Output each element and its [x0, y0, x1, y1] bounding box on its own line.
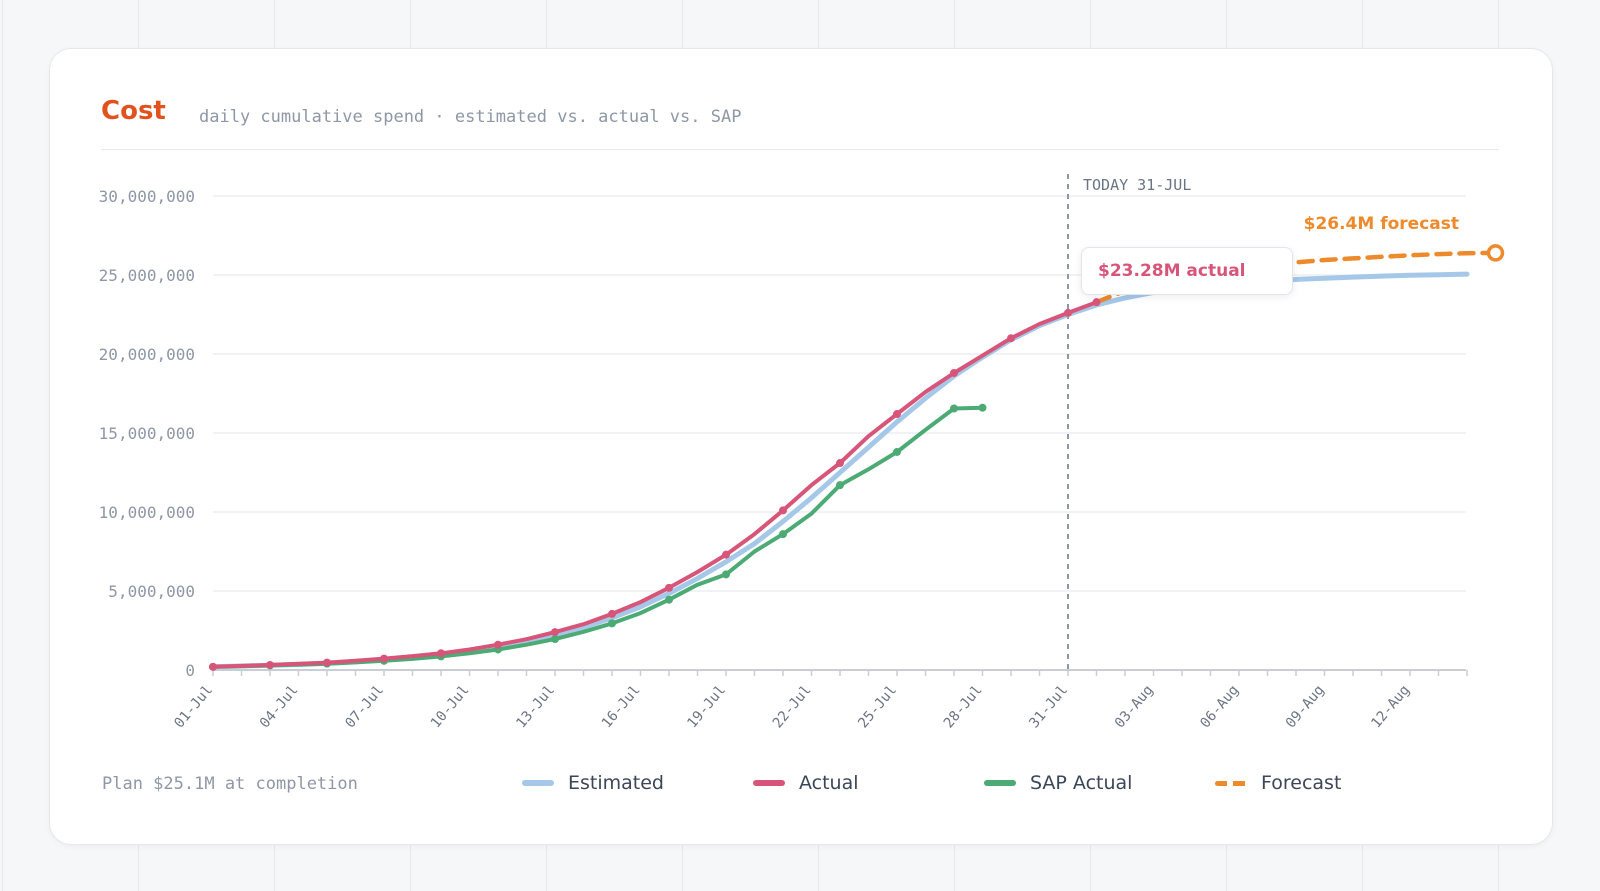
- data-point-actual: [323, 658, 331, 667]
- x-tick-label: 06-Aug: [1197, 682, 1242, 731]
- data-point-actual: [380, 654, 388, 663]
- legend-label-actual: Actual: [799, 772, 859, 794]
- legend-swatch-actual: [753, 780, 785, 786]
- data-point-actual: [551, 628, 559, 637]
- x-tick-label: 04-Jul: [257, 682, 302, 731]
- x-tick-label: 25-Jul: [855, 682, 900, 731]
- x-tick-label: 31-Jul: [1026, 682, 1071, 731]
- legend-swatch-estimated: [522, 780, 554, 786]
- data-point-actual: [494, 640, 502, 649]
- data-point-sap-actual: [608, 619, 616, 628]
- x-tick-label: 01-Jul: [171, 682, 216, 731]
- series-line-actual: [211, 300, 1099, 669]
- x-tick-label: 22-Jul: [770, 682, 815, 731]
- data-point-actual: [266, 660, 274, 669]
- x-tick-label: 09-Aug: [1283, 682, 1328, 731]
- y-tick-label: 25,000,000: [99, 266, 195, 285]
- y-tick-label: 30,000,000: [99, 187, 195, 206]
- plan-note: Plan $25.1M at completion: [102, 774, 358, 794]
- legend-label-forecast: Forecast: [1261, 772, 1342, 794]
- legend-item-sap-actual[interactable]: SAP Actual: [984, 770, 1132, 796]
- data-point-actual: [209, 662, 217, 671]
- legend-item-estimated[interactable]: Estimated: [522, 770, 664, 796]
- legend-item-forecast[interactable]: Forecast: [1215, 770, 1341, 796]
- data-point-actual: [437, 649, 445, 658]
- data-point-actual: [665, 583, 673, 592]
- today-label: TODAY 31-JUL: [1083, 176, 1191, 194]
- chart-subtitle: daily cumulative spend · estimated vs. a…: [199, 107, 742, 127]
- data-point-actual: [1092, 298, 1101, 307]
- data-point-sap-actual: [779, 530, 787, 539]
- legend-swatch-sap-actual: [984, 780, 1016, 786]
- header-divider: [101, 149, 1499, 150]
- y-tick-label: 0: [185, 661, 195, 680]
- data-point-actual: [950, 368, 958, 377]
- data-point-actual: [836, 459, 844, 468]
- legend-swatch-forecast: [1215, 780, 1247, 786]
- data-point-actual: [722, 550, 730, 559]
- data-point-actual: [893, 410, 901, 419]
- x-tick-label: 28-Jul: [941, 682, 986, 731]
- y-tick-label: 20,000,000: [99, 345, 195, 364]
- forecast-value-label: $26.4M forecast: [1304, 214, 1459, 234]
- x-tick-label: 13-Jul: [513, 682, 558, 731]
- x-tick-label: 16-Jul: [599, 682, 644, 731]
- series-line-estimated: [210, 271, 1470, 670]
- data-point-sap-actual: [978, 403, 987, 412]
- data-point-actual: [1064, 308, 1072, 317]
- y-tick-label: 10,000,000: [99, 503, 195, 522]
- y-tick-label: 15,000,000: [99, 424, 195, 443]
- x-tick-label: 03-Aug: [1112, 682, 1157, 731]
- data-point-sap-actual: [950, 404, 958, 413]
- legend-item-actual[interactable]: Actual: [753, 770, 859, 796]
- x-tick-label: 10-Jul: [428, 682, 473, 731]
- data-point-sap-actual: [893, 447, 901, 456]
- x-tick-label: 12-Aug: [1368, 682, 1413, 731]
- x-tick-label: 19-Jul: [684, 682, 729, 731]
- data-point-sap-actual: [836, 481, 844, 490]
- actual-value-callout: $23.28M actual: [1081, 247, 1293, 295]
- legend-label-estimated: Estimated: [568, 772, 664, 794]
- page-title: Cost: [101, 96, 166, 126]
- data-point-actual: [608, 609, 616, 618]
- chart-card: [49, 48, 1553, 845]
- x-tick-label: 07-Jul: [342, 682, 387, 731]
- data-point-actual: [1007, 334, 1015, 343]
- data-point-actual: [779, 506, 787, 515]
- data-point-sap-actual: [551, 635, 559, 644]
- data-point-sap-actual: [722, 570, 730, 579]
- y-tick-label: 5,000,000: [108, 582, 195, 601]
- forecast-end-marker: [1486, 244, 1505, 262]
- legend-label-sap-actual: SAP Actual: [1030, 772, 1133, 794]
- data-point-sap-actual: [665, 595, 673, 604]
